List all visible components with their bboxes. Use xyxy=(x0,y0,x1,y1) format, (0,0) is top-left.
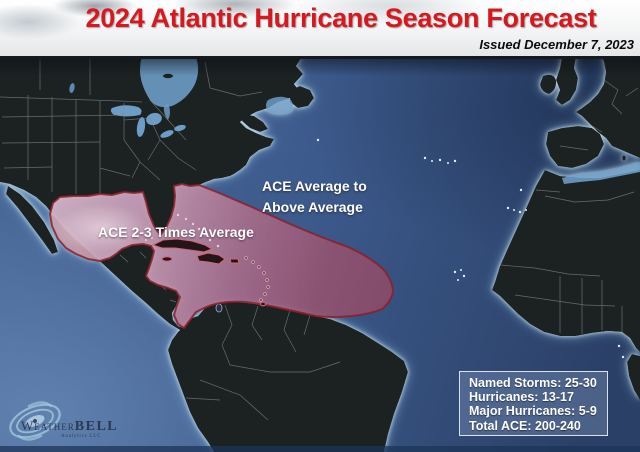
page-title: 2024 Atlantic Hurricane Season Forecast xyxy=(85,3,597,33)
atlantic-region-label-line1: ACE Average to xyxy=(262,178,367,194)
header-banner: 2024 Atlantic Hurricane Season Forecast … xyxy=(0,0,640,59)
corsica xyxy=(625,146,629,150)
gulf-region-label: ACE 2-3 Times Average xyxy=(98,224,254,240)
logo-bell-text: BELL xyxy=(74,419,119,434)
iberia xyxy=(546,126,604,168)
hispaniola xyxy=(196,252,226,265)
logo-wordmark: WeatherBELL xyxy=(21,417,118,435)
western-europe xyxy=(576,57,640,158)
ireland xyxy=(540,74,557,94)
logo-weather-text: Weather xyxy=(21,418,75,433)
cuba xyxy=(151,238,214,253)
sardinia xyxy=(622,155,626,161)
landmasses xyxy=(0,57,640,452)
bahamas-specks xyxy=(145,213,220,248)
hurricane-swirl-icon xyxy=(9,401,61,441)
central-africa-coast xyxy=(627,354,640,400)
africa-landmass xyxy=(492,170,640,352)
mediterranean-sea xyxy=(562,162,640,184)
stat-hurricanes: Hurricanes: 13-17 xyxy=(469,390,574,405)
lake-erie xyxy=(160,130,174,138)
issued-date: Issued December 7, 2023 xyxy=(479,37,634,52)
lake-michigan xyxy=(136,117,146,137)
lake-superior xyxy=(110,105,142,117)
map-top-shadow xyxy=(0,57,640,76)
lake-huron xyxy=(146,112,162,126)
james-bay xyxy=(163,104,170,120)
atlantic-island-specks xyxy=(316,138,625,359)
lesser-antilles-arc xyxy=(244,256,270,302)
puerto-rico xyxy=(229,258,240,264)
lake-winnipeg xyxy=(69,83,75,93)
lake-ontario xyxy=(174,124,186,132)
gulf-of-st-lawrence xyxy=(266,96,293,114)
caribbean-islands xyxy=(151,238,267,307)
weatherbell-logo: WeatherBELL Analytics LLC xyxy=(6,392,122,450)
atlantic-region-label: ACE Average to Above Average xyxy=(262,176,367,218)
stat-named-storms: Named Storms: 25-30 xyxy=(469,376,597,390)
stat-major-hurricanes: Major Hurricanes: 5-9 xyxy=(469,404,597,419)
baja-peninsula xyxy=(6,186,58,254)
south-america-landmass xyxy=(168,301,408,452)
newfoundland-island xyxy=(290,86,314,108)
trinidad xyxy=(259,301,267,307)
jamaica xyxy=(161,256,173,262)
map-bottom-edge xyxy=(0,446,640,452)
nova-scotia xyxy=(242,114,268,132)
lake-maracaibo xyxy=(215,303,223,313)
stat-total-ace: Total ACE: 200-240 xyxy=(469,418,581,433)
logo-subtext: Analytics LLC xyxy=(61,434,102,439)
forecast-stats-box: Named Storms: 25-30 Hurricanes: 13-17 Ma… xyxy=(459,371,608,436)
atlantic-region-label-line2: Above Average xyxy=(262,199,363,215)
gulf-highlight xyxy=(56,204,148,252)
